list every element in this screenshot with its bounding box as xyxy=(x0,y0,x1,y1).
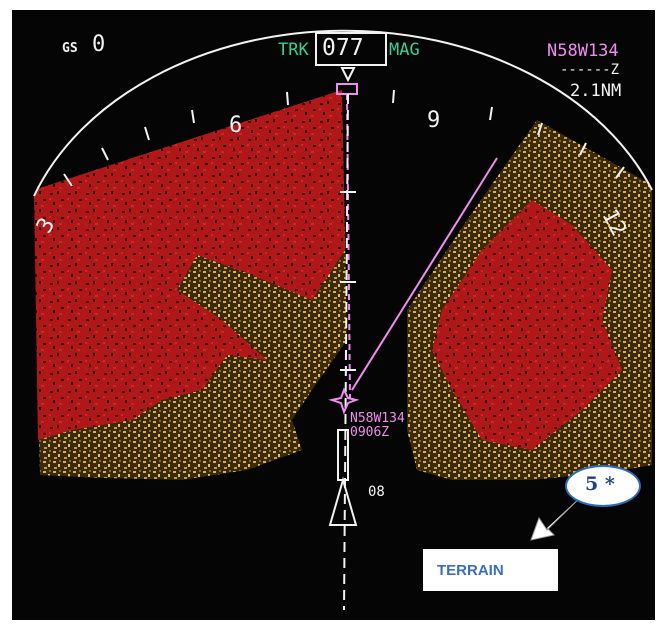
heading-readout-box xyxy=(315,32,387,66)
heading-reference: MAG xyxy=(389,40,420,60)
navigation-display: GS 0 TRK 077 MAG N58W134 ------Z 2.1NM 3… xyxy=(12,10,655,620)
active-waypoint-name: N58W134 xyxy=(547,41,619,61)
runway-label: 08 xyxy=(368,484,385,500)
callout-text: 5 * xyxy=(585,473,615,495)
callout-arrow-icon xyxy=(530,487,591,541)
route-leg-line xyxy=(351,157,498,391)
aircraft-symbol-icon xyxy=(328,476,358,526)
waypoint-star-icon xyxy=(328,387,360,415)
terrain-left-red xyxy=(34,90,345,440)
active-waypoint-distance: 2.1NM xyxy=(570,81,622,101)
groundspeed-value: 0 xyxy=(92,32,106,57)
fix-time: 0906Z xyxy=(350,425,390,440)
terrain-mode-box xyxy=(423,549,558,591)
terrain-right-red xyxy=(432,200,622,450)
compass-label-9: 9 xyxy=(427,108,441,133)
compass-ticks xyxy=(63,89,625,187)
track-value: 077 xyxy=(322,35,364,61)
heading-pointer xyxy=(340,67,356,83)
terrain-mode-label: TERRAIN xyxy=(437,562,504,579)
track-line xyxy=(343,93,349,611)
active-waypoint-eta: ------Z xyxy=(560,62,620,78)
callout-badge xyxy=(565,465,641,507)
track-tick-marks xyxy=(340,191,356,371)
fix-name: N58W134 xyxy=(350,411,405,426)
groundspeed-label: GS xyxy=(62,41,78,56)
compass-arc xyxy=(33,29,653,197)
compass-label-6: 6 xyxy=(229,113,243,138)
terrain-radar-map xyxy=(33,29,653,611)
track-label: TRK xyxy=(278,40,309,60)
terrain-corridor xyxy=(342,105,517,480)
